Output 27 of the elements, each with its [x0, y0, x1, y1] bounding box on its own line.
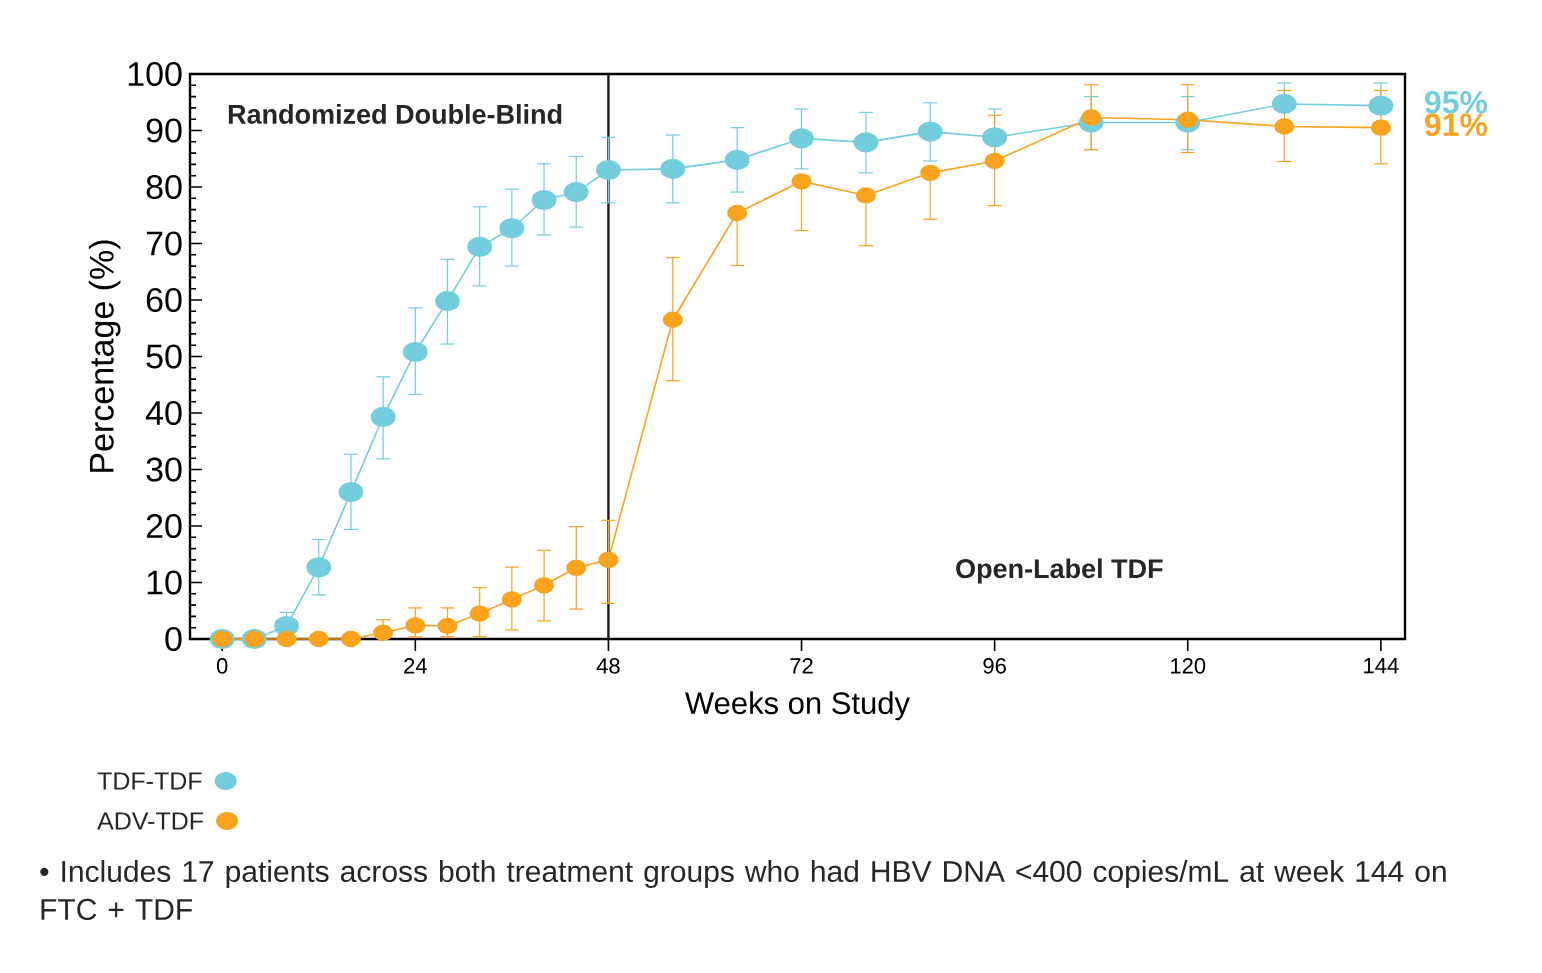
- x-tick-label: 96: [983, 658, 1006, 674]
- y-tick-label: 70: [146, 231, 182, 256]
- y-tick-label: 10: [147, 570, 182, 595]
- x-tick-label: 72: [790, 658, 813, 674]
- y-tick-label: 80: [146, 174, 182, 200]
- annotation: 95%: [1425, 90, 1488, 114]
- y-tick-label: 30: [146, 457, 182, 482]
- y-tick-label: 50: [146, 344, 182, 369]
- y-axis-title: Percentage (%): [88, 240, 121, 472]
- y-tick-label: 90: [146, 118, 182, 143]
- annotation: Randomized Double-Blind: [228, 104, 562, 124]
- x-tick-label: 120: [1171, 658, 1206, 674]
- text: • Includes 17 patients across both treatment groups who had HBV DNA <400 copies/mL at week 144 on FTC + TDF: [40, 860, 1446, 921]
- y-tick-label: 60: [146, 287, 182, 313]
- x-tick-label: 144: [1364, 658, 1399, 674]
- legend-label: ADV-TDF: [97, 812, 204, 830]
- y-tick-label: 20: [146, 513, 182, 539]
- y-tick-label: 100: [128, 61, 182, 87]
- x-tick-label: 48: [596, 658, 620, 674]
- annotation: 91%: [1425, 113, 1488, 137]
- y-tick-label: 0: [165, 626, 182, 652]
- x-axis-title: Weeks on Study: [685, 691, 910, 721]
- legend-label: TDF-TDF: [97, 772, 202, 790]
- x-tick-label: 24: [404, 658, 427, 674]
- x-tick-label: 0: [216, 658, 228, 674]
- y-tick-label: 40: [145, 400, 182, 426]
- annotation: Open-Label TDF: [956, 558, 1163, 584]
